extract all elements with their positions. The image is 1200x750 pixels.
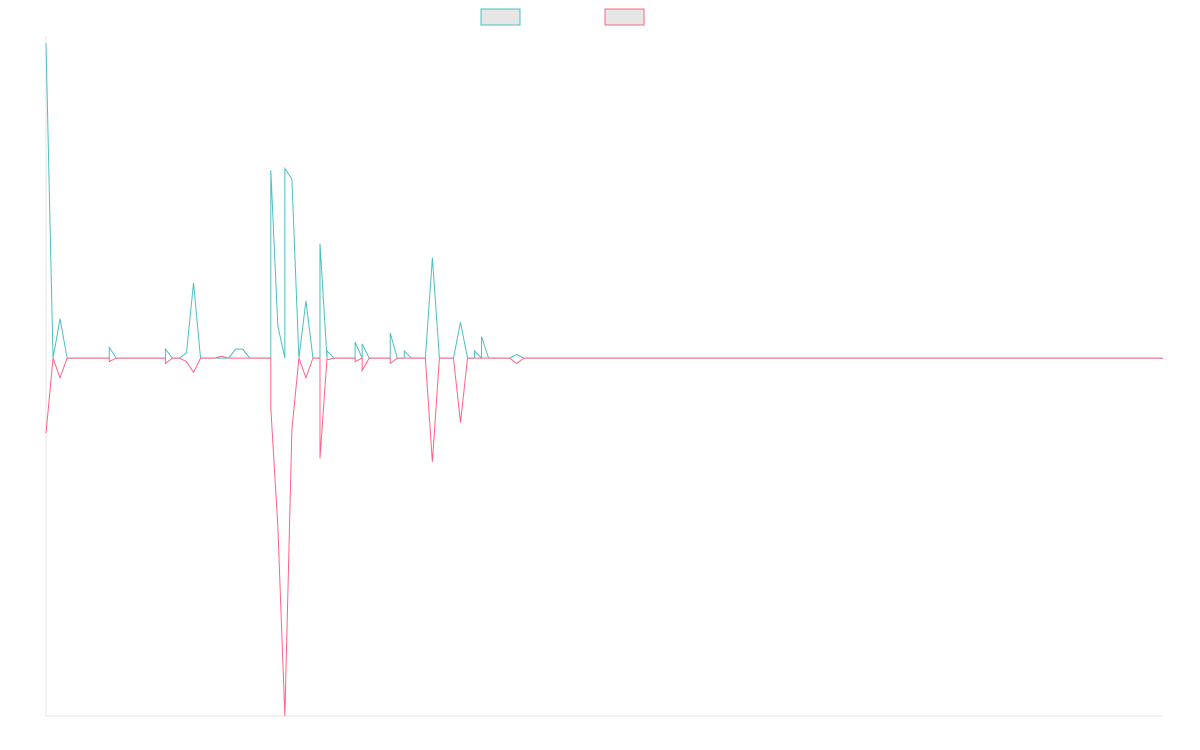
legend-swatch-1[interactable] [480, 8, 521, 26]
axes [45, 36, 1163, 717]
series-line-1 [45, 43, 1163, 360]
series-line-2 [45, 355, 1163, 717]
legend [480, 8, 645, 26]
legend-swatch-2[interactable] [604, 8, 645, 26]
series-layer [45, 43, 1163, 717]
